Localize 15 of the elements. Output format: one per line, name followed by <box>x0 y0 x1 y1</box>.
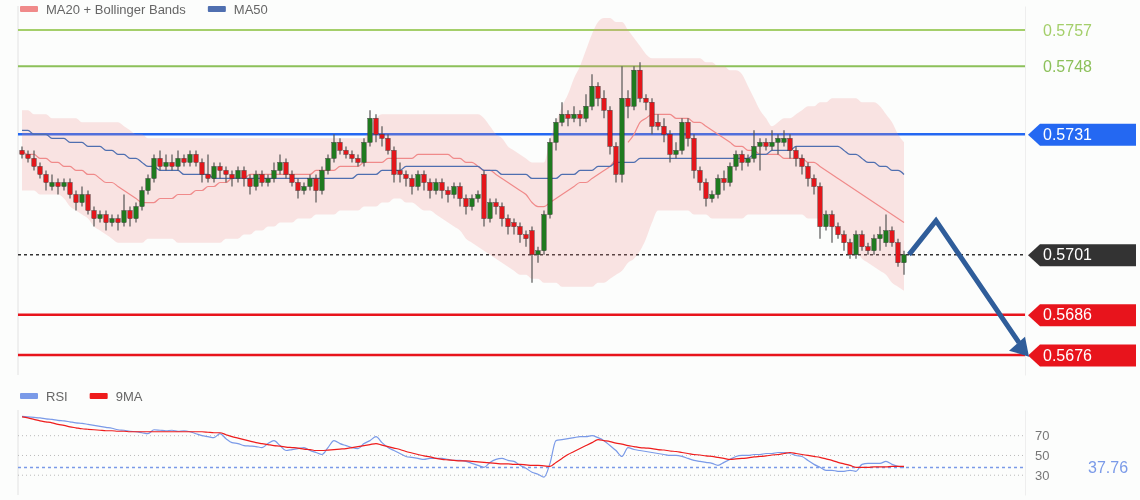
y-tick-label: 70 <box>1035 428 1050 444</box>
y-tick-label: 50 <box>1035 448 1050 464</box>
y-tick-label: 0.5701 <box>1043 246 1093 264</box>
legend-label: MA50 <box>233 1 268 17</box>
line-series <box>21 416 905 468</box>
y-tick-label: 0.5676 <box>1043 346 1093 364</box>
ref-line-label: 37.76 <box>1088 459 1129 477</box>
y-tick-label: 0.5757 <box>1043 21 1093 39</box>
y-tick-label: 0.5748 <box>1043 57 1093 75</box>
legend-label: MA20 + Bollinger Bands <box>46 1 187 17</box>
y-tick-label: 0.5731 <box>1043 125 1093 143</box>
legend-label: RSI <box>46 388 68 404</box>
y-tick-label: 0.5686 <box>1043 306 1093 324</box>
y-tick-label: 30 <box>1035 467 1050 483</box>
legend-label: 9MA <box>115 388 143 404</box>
